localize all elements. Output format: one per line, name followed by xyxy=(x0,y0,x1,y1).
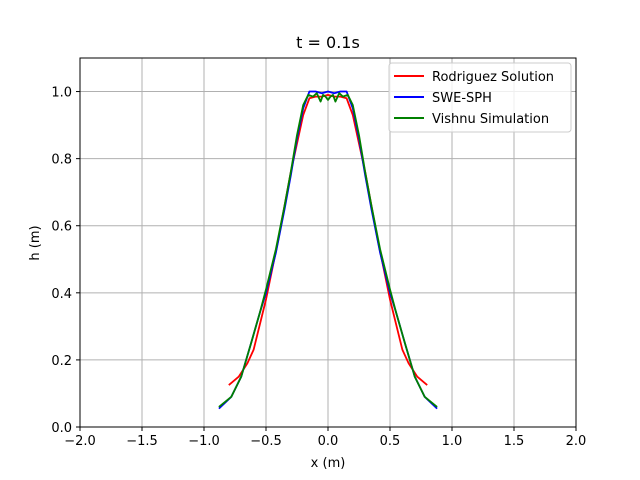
y-axis-label: h (m) xyxy=(28,225,43,260)
legend: Rodriguez Solution SWE-SPH Vishnu Simula… xyxy=(388,62,572,133)
x-tick-label: 0.0 xyxy=(318,434,339,449)
series-lines xyxy=(218,90,438,410)
y-tick-label: 0.8 xyxy=(51,153,72,168)
legend-label-swe-sph: SWE-SPH xyxy=(432,91,492,106)
series-line-rodriguez-solution xyxy=(228,94,428,386)
legend-box xyxy=(388,62,572,133)
x-tick-label: 2.0 xyxy=(566,434,587,449)
y-tick-label: 0.0 xyxy=(51,421,72,436)
x-tick-label: −0.5 xyxy=(250,434,282,449)
legend-label-rodriguez: Rodriguez Solution xyxy=(432,70,554,85)
x-tick-label: 1.5 xyxy=(504,434,525,449)
y-tick-label: 0.4 xyxy=(51,287,72,302)
x-tick-label: −2.0 xyxy=(64,434,96,449)
x-tick-label: 1.0 xyxy=(442,434,463,449)
legend-label-vishnu: Vishnu Simulation xyxy=(432,112,549,127)
ticks: −2.0 −1.5 −1.0 −0.5 0.0 0.5 1.0 1.5 2.0 0.0 0.2 0.4… xyxy=(51,86,586,449)
x-tick-label: −1.0 xyxy=(188,434,220,449)
y-tick-label: 0.2 xyxy=(51,354,72,369)
y-tick-label: 1.0 xyxy=(51,86,72,101)
x-axis-label: x (m) xyxy=(311,456,346,471)
series-line-vishnu-simulation xyxy=(218,92,438,408)
x-tick-label: −1.5 xyxy=(126,434,158,449)
y-tick-label: 0.6 xyxy=(51,220,72,235)
chart-title: t = 0.1s xyxy=(296,33,360,52)
x-tick-label: 0.5 xyxy=(380,434,401,449)
